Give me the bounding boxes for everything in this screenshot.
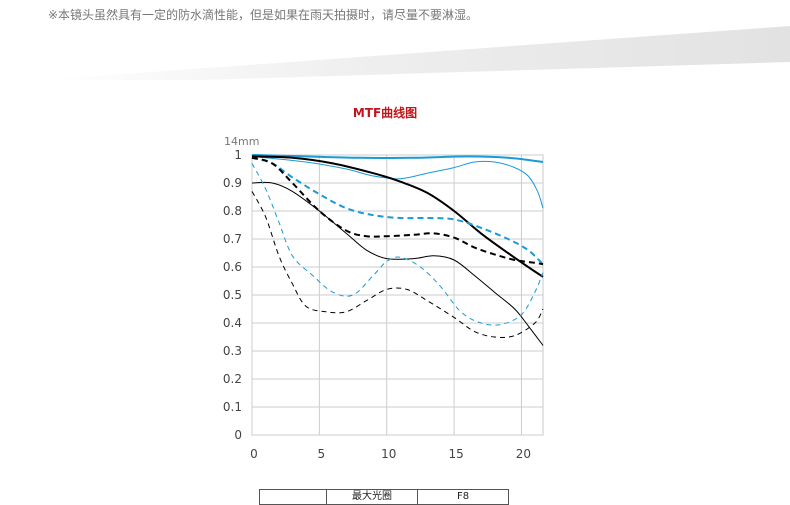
mtf-series-line-5	[251, 156, 544, 265]
y-tick-label: 0.5	[223, 288, 242, 302]
spec-table-header-f8: F8	[417, 489, 509, 505]
x-tick-label: 0	[250, 447, 258, 461]
y-tick-label: 0.6	[223, 260, 242, 274]
y-tick-label: 0.2	[223, 372, 242, 386]
mtf-series-line-1	[251, 154, 544, 163]
y-tick-label: 0.7	[223, 232, 242, 246]
chart-title: MTF曲线图	[352, 106, 418, 120]
mtf-series-line-3	[251, 155, 544, 278]
spec-table-header-max-aperture: 最大光圈	[326, 489, 418, 505]
spec-table-blank-cell	[259, 489, 327, 505]
y-tick-label: 1	[234, 148, 242, 162]
y-tick-label: 0	[234, 428, 242, 442]
x-tick-label: 5	[318, 447, 326, 461]
y-tick-label: 0.8	[223, 204, 242, 218]
banner-swoosh	[40, 26, 790, 80]
mtf-series-line-6	[251, 156, 544, 266]
spec-table-header-row: 最大光圈 F8	[259, 489, 509, 505]
waterproof-note: ※本镜头虽然具有一定的防水滴性能，但是如果在雨天拍摄时，请尽量不要淋湿。	[48, 8, 479, 22]
mtf-series-line-4	[251, 181, 544, 346]
x-tick-label: 10	[381, 447, 396, 461]
mtf-series-line-2	[251, 155, 544, 209]
spec-table: 最大光圈 F8	[259, 489, 509, 505]
x-tick-label: 15	[448, 447, 463, 461]
y-tick-label: 0.1	[223, 400, 242, 414]
y-tick-label: 0.4	[223, 316, 242, 330]
mtf-series-line-8	[251, 191, 544, 338]
y-tick-label: 0.9	[223, 176, 242, 190]
y-tick-label: 0.3	[223, 344, 242, 358]
focal-length-label: 14mm	[224, 135, 259, 148]
x-tick-label: 20	[516, 447, 531, 461]
